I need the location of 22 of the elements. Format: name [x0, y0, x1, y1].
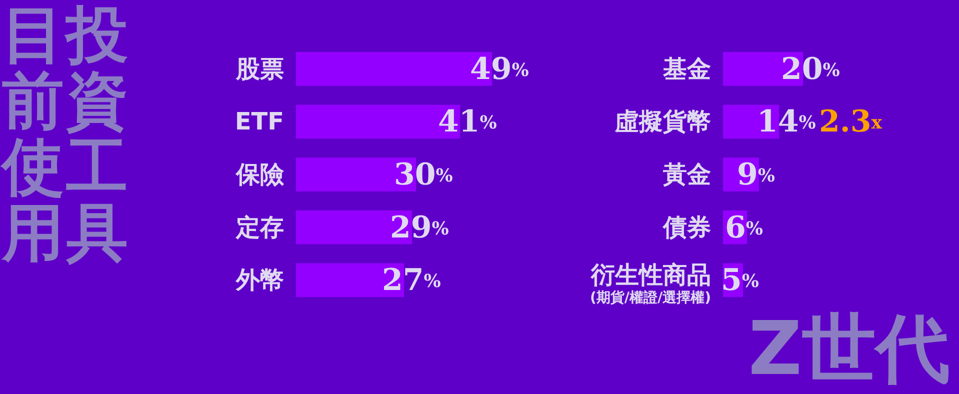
- y-tick-label: ETF: [234, 107, 284, 136]
- data-label: 14%: [757, 104, 816, 140]
- annotation: 2.3x: [819, 104, 882, 140]
- data-label: 9%: [737, 157, 775, 192]
- data-label: 5%: [721, 262, 759, 298]
- data-label: 41%: [438, 104, 497, 140]
- y-tick-label: 黃金: [662, 160, 711, 188]
- y-tick-label: 外幣: [235, 266, 284, 294]
- y-tick-label: 虛擬貨幣: [614, 107, 711, 136]
- data-label: 6%: [725, 210, 763, 246]
- y-tick-label: 股票: [235, 54, 284, 82]
- text: Z世代: [748, 306, 950, 392]
- data-label: 49%: [470, 52, 529, 87]
- data-label: 20%: [781, 52, 840, 87]
- y-tick-label: 定存: [235, 212, 284, 241]
- y-tick-label: 保險: [235, 160, 285, 188]
- data-label: 29%: [390, 210, 449, 246]
- data-label: 27%: [382, 262, 441, 298]
- y-tick-label: 基金: [662, 54, 711, 82]
- chart-title: 目前使用投資工具: [2, 0, 128, 269]
- data-label: 30%: [394, 157, 453, 192]
- y-tick-label: 債券: [662, 212, 711, 241]
